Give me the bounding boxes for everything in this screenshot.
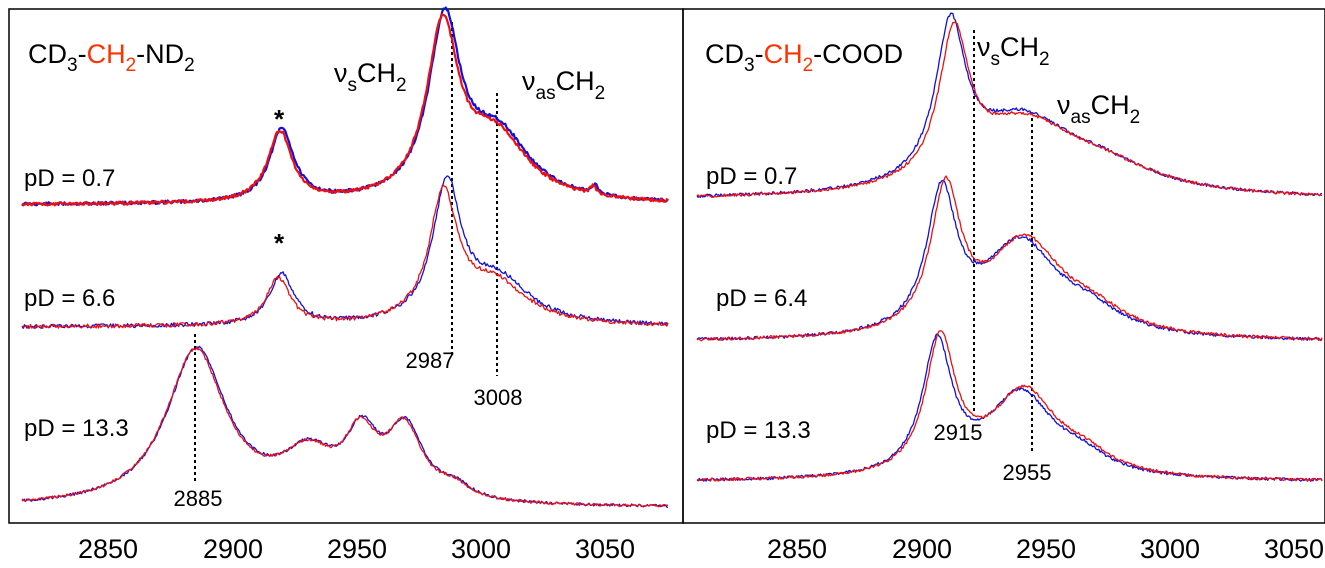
trace-label-left-1: pD = 6.6 [24, 285, 115, 312]
spectrum-trace-red [21, 346, 669, 508]
x-tick-label: 2950 [327, 534, 387, 564]
marker-label-2987: 2987 [406, 348, 455, 373]
trace-label-left-0: pD = 0.7 [24, 165, 115, 192]
trace-label-right-2: pD = 13.3 [706, 417, 811, 444]
marker-label-2915: 2915 [934, 420, 983, 445]
x-tick-label: 2850 [78, 534, 138, 564]
trace-label-right-0: pD = 0.7 [706, 163, 797, 190]
traces-right [696, 12, 1323, 482]
marker-label-2885: 2885 [174, 486, 223, 511]
x-tick-label: 2850 [767, 534, 827, 564]
asterisk-left-0: * [274, 104, 285, 134]
peak-label-vs-right: νsCH2 [977, 32, 1050, 70]
x-tick-label: 2900 [203, 534, 263, 564]
asterisk-left-1: * [274, 228, 285, 258]
x-tick-label: 3000 [1140, 534, 1200, 564]
panel-left-title: CD3-CH2-ND2 [28, 39, 195, 76]
x-tick-label: 3050 [1264, 534, 1324, 564]
panel-right-title: CD3-CH2-COOD [705, 39, 903, 76]
peak-label-vas-left: νasCH2 [522, 66, 605, 104]
spectrum-trace-red [696, 175, 1323, 342]
panel-right-frame [682, 8, 1325, 524]
x-tick-label: 2950 [1016, 534, 1076, 564]
spectrum-trace-blue [696, 333, 1323, 482]
trace-label-right-1: pD = 6.4 [716, 285, 807, 312]
x-tick-label: 2900 [892, 534, 952, 564]
x-axis-left: 2850 2900 2950 3000 3050 [78, 534, 635, 564]
peak-label-vas-right: νasCH2 [1057, 90, 1140, 128]
spectrum-trace-red [696, 330, 1323, 482]
x-tick-label: 3050 [575, 534, 635, 564]
marker-label-2955: 2955 [1003, 460, 1052, 485]
x-axis-right: 2850 2900 2950 3000 3050 [767, 534, 1324, 564]
panel-right: CD3-CH2-COOD νsCH2 νasCH2 pD = 0.7 pD = … [682, 8, 1325, 524]
marker-label-3008: 3008 [474, 385, 523, 410]
spectrum-trace-red [21, 13, 669, 207]
peak-label-vs-left: νsCH2 [334, 58, 407, 96]
panel-left: CD3-CH2-ND2 νsCH2 νasCH2 pD = 0.7 pD = 6… [8, 6, 684, 524]
x-tick-label: 3000 [451, 534, 511, 564]
spectrum-trace-red [21, 184, 669, 329]
traces-left [21, 6, 669, 508]
trace-label-left-2: pD = 13.3 [24, 415, 129, 442]
spectrum-trace-red [696, 21, 1323, 198]
spectrum-trace-blue [696, 12, 1323, 198]
